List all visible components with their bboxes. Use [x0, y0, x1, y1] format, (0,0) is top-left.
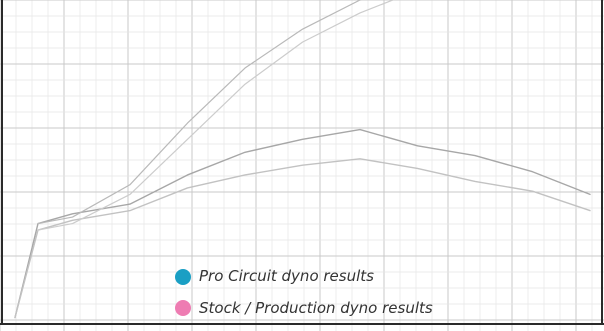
- legend: Pro Circuit dyno results Stock / Product…: [175, 267, 433, 317]
- series-lines: [14, 0, 591, 319]
- legend-item-pro-circuit: Pro Circuit dyno results: [175, 267, 374, 285]
- legend-label-stock-production: Stock / Production dyno results: [199, 299, 433, 317]
- series-line-1: [14, 158, 591, 319]
- series-line-2: [37, 0, 362, 225]
- legend-label-pro-circuit: Pro Circuit dyno results: [199, 267, 374, 285]
- legend-marker-pro-circuit: [175, 269, 191, 285]
- series-line-3: [37, 0, 395, 231]
- legend-marker-stock-production: [175, 300, 191, 316]
- legend-item-stock-production: Stock / Production dyno results: [175, 299, 433, 317]
- series-line-0: [14, 128, 591, 319]
